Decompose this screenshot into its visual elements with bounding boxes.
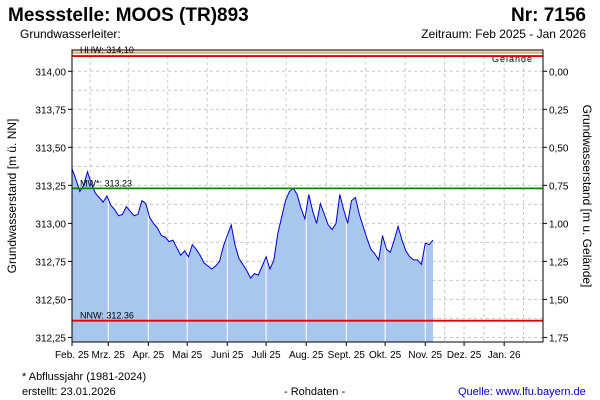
source-link[interactable]: Quelle: www.lfu.bayern.de [458, 386, 586, 398]
ground-label: Gelände [492, 54, 533, 64]
station-title: Messstelle: MOOS (TR)893 [8, 5, 249, 26]
groundwater-series-line [71, 168, 434, 279]
y2-tick-label: 0,50 [549, 143, 569, 154]
x-tick-label: Juli 25 [252, 350, 281, 361]
y2-tick-label: 0,00 [549, 67, 569, 78]
x-tick-label: Feb. 25 [55, 350, 89, 361]
y-axis-label: Grundwasserstand [m ü. NN] [5, 119, 19, 274]
x-tick-label: Jan. 26 [488, 350, 521, 361]
y-tick-label: 313,75 [35, 105, 66, 116]
x-tick-label: Okt. 25 [369, 350, 402, 361]
y2-tick-label: 0,25 [549, 105, 569, 116]
y-tick-label: 314,00 [35, 67, 66, 78]
axes: 312,25 312,50 312,75 313,00 313,25 313,50 313,… [35, 67, 568, 361]
y2-tick-label: 1,50 [549, 295, 569, 306]
y-tick-label: 312,25 [35, 333, 66, 344]
x-tick-label: Aug. 25 [289, 350, 324, 361]
nnw-label: NNW: 312.36 [80, 311, 134, 321]
period-label: Zeitraum: Feb 2025 - Jan 2026 [421, 27, 586, 41]
mw-label: MW*: 313.23 [80, 178, 132, 188]
x-tick-label: Sept. 25 [328, 350, 366, 361]
x-tick-label: Mai 25 [172, 350, 202, 361]
y2-tick-label: 1,00 [549, 219, 569, 230]
x-tick-label: Dez. 25 [447, 350, 482, 361]
y2-tick-label: 1,75 [549, 333, 569, 344]
station-number: Nr: 7156 [511, 5, 586, 26]
month-separators [107, 50, 426, 342]
x-tick-label: Nov. 25 [408, 350, 442, 361]
footnote-mean: * Abflussjahr (1981-2024) [22, 371, 147, 383]
raw-data-label: - Rohdaten - [284, 386, 346, 398]
ground-band [72, 50, 543, 53]
plot-frame [71, 49, 544, 343]
x-tick-label: Apr. 25 [132, 350, 164, 361]
y-tick-label: 312,75 [35, 257, 66, 268]
y-tick-label: 313,50 [35, 143, 66, 154]
y2-tick-label: 0,75 [549, 181, 569, 192]
x-tick-label: Juni 25 [211, 350, 244, 361]
y2-tick-label: 1,25 [549, 257, 569, 268]
y2-axis-label: Grundwasserstand [m u. Gelände] [580, 105, 594, 288]
aquifer-label: Grundwasserleiter: [20, 27, 121, 41]
y-tick-label: 313,25 [35, 181, 66, 192]
groundwater-area [72, 168, 433, 342]
y-tick-label: 313,00 [35, 219, 66, 230]
x-tick-label: Mrz. 25 [92, 350, 126, 361]
created-date: erstellt: 23.01.2026 [22, 386, 116, 398]
y-tick-label: 312,50 [35, 295, 66, 306]
